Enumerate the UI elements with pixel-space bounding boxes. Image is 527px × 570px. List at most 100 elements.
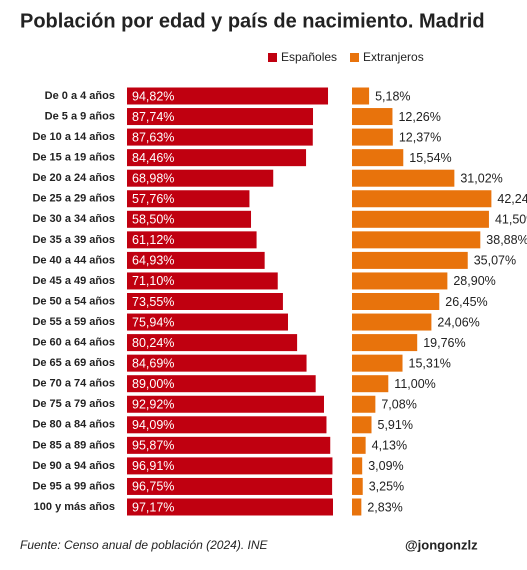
y-tick-label: De 25 a 29 años — [32, 193, 115, 205]
y-tick-label: De 5 a 9 años — [45, 110, 115, 122]
y-tick-label: De 90 a 94 años — [32, 460, 115, 472]
y-tick-label: De 20 a 24 años — [32, 172, 115, 184]
value-label: 84,46% — [132, 151, 174, 165]
bar — [352, 457, 363, 475]
y-tick-label: De 15 a 19 años — [32, 152, 115, 164]
value-label: 57,76% — [132, 192, 174, 206]
value-label: 12,26% — [398, 110, 440, 124]
value-label: 84,69% — [132, 356, 174, 370]
bar — [352, 149, 404, 167]
value-label: 41,50% — [495, 213, 527, 227]
value-label: 89,00% — [132, 377, 174, 391]
bar — [127, 313, 288, 331]
bar — [127, 334, 298, 352]
value-label: 3,25% — [369, 480, 404, 494]
bar — [127, 251, 265, 269]
value-label: 26,45% — [445, 295, 487, 309]
y-tick-label: De 30 a 34 años — [32, 213, 115, 225]
author: @jongonzlz — [405, 537, 478, 552]
bar — [127, 477, 333, 495]
bar — [127, 169, 274, 187]
y-tick-label: De 70 a 74 años — [32, 378, 115, 390]
y-tick-label: De 85 a 89 años — [32, 439, 115, 451]
value-label: 96,91% — [132, 459, 174, 473]
value-label: 95,87% — [132, 439, 174, 453]
value-label: 73,55% — [132, 295, 174, 309]
value-label: 58,50% — [132, 213, 174, 227]
value-label: 15,54% — [409, 151, 451, 165]
y-tick-label: De 45 a 49 años — [32, 275, 115, 287]
value-label: 94,09% — [132, 418, 174, 432]
y-tick-label: 100 y más años — [34, 501, 115, 513]
bar — [127, 231, 257, 249]
y-tick-label: De 35 a 39 años — [32, 234, 115, 246]
bar — [127, 128, 313, 146]
bar — [352, 313, 432, 331]
bar — [127, 87, 329, 105]
value-label: 3,09% — [368, 459, 403, 473]
bar — [352, 477, 363, 495]
value-label: 11,00% — [394, 377, 435, 391]
value-label: 92,92% — [132, 398, 174, 412]
value-label: 71,10% — [132, 274, 174, 288]
value-label: 87,74% — [132, 110, 174, 124]
value-label: 94,82% — [132, 89, 174, 103]
bar — [352, 416, 372, 434]
bar — [352, 395, 376, 413]
bar — [352, 436, 366, 454]
bar — [352, 190, 492, 208]
bar — [352, 108, 393, 126]
value-label: 7,08% — [381, 398, 416, 412]
bar — [127, 416, 327, 434]
bar — [352, 169, 455, 187]
bar — [127, 149, 307, 167]
value-label: 68,98% — [132, 171, 174, 185]
bar — [127, 457, 333, 475]
value-label: 5,18% — [375, 89, 410, 103]
y-tick-label: De 0 a 4 años — [45, 90, 115, 102]
bar — [352, 231, 481, 249]
bar — [127, 210, 252, 228]
value-label: 28,90% — [453, 274, 495, 288]
bar — [127, 354, 307, 372]
bar — [352, 293, 440, 310]
value-label: 97,17% — [132, 500, 174, 514]
bar — [352, 251, 468, 269]
bar — [127, 108, 314, 126]
value-label: 64,93% — [132, 254, 174, 268]
y-tick-label: De 60 a 64 años — [32, 337, 115, 349]
bar — [127, 498, 334, 516]
y-tick-label: De 10 a 14 años — [32, 131, 115, 143]
bar — [127, 395, 324, 413]
value-label: 4,13% — [372, 439, 407, 453]
y-tick-label: De 75 a 79 años — [32, 398, 115, 410]
bar — [352, 334, 418, 352]
value-label: 96,75% — [132, 480, 174, 494]
legend-label: Extranjeros — [363, 50, 424, 64]
legend-label: Españoles — [281, 50, 337, 64]
y-tick-label: De 40 a 44 años — [32, 254, 115, 266]
y-tick-label: De 80 a 84 años — [32, 419, 115, 431]
value-label: 80,24% — [132, 336, 174, 350]
y-tick-label: De 55 a 59 años — [32, 316, 115, 328]
source: Fuente: Censo anual de población (2024).… — [20, 538, 268, 552]
bar — [352, 128, 393, 146]
bar — [352, 498, 362, 516]
value-label: 15,31% — [409, 356, 451, 370]
value-label: 24,06% — [437, 315, 479, 329]
legend-swatch — [268, 53, 277, 62]
value-label: 87,63% — [132, 130, 174, 144]
value-label: 75,94% — [132, 315, 174, 329]
value-label: 19,76% — [423, 336, 465, 350]
bar — [352, 354, 403, 372]
value-label: 2,83% — [367, 500, 402, 514]
value-label: 61,12% — [132, 233, 174, 247]
bar — [352, 272, 448, 290]
value-label: 12,37% — [399, 130, 441, 144]
bar — [127, 272, 278, 290]
bar — [127, 436, 331, 454]
y-tick-label: De 50 a 54 años — [32, 295, 115, 307]
value-label: 42,24% — [497, 192, 527, 206]
value-label: 38,88% — [486, 233, 527, 247]
